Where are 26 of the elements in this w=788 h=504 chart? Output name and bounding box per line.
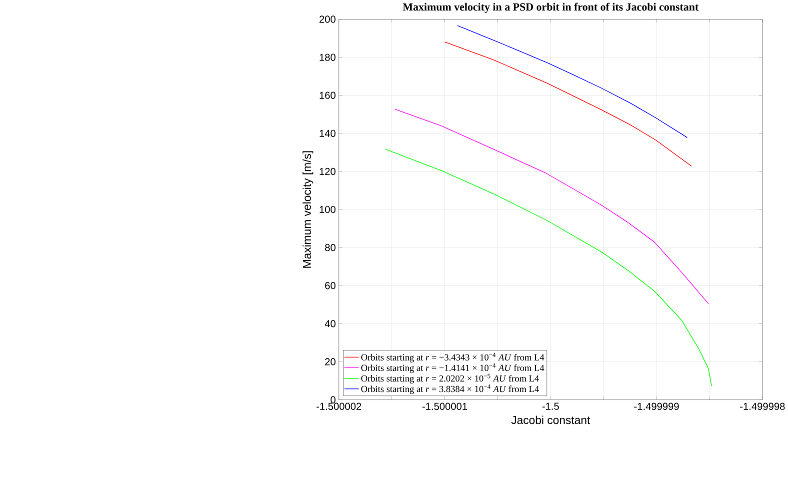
legend-label: Orbits starting at r = 2.0202 × 10$^{−5}$ AU from L4 [361, 374, 539, 384]
y-tick-label: 80 [325, 244, 336, 251]
x-tick-label: -1.500002 [316, 402, 362, 410]
x-tick-label: -1.5 [542, 402, 559, 410]
x-tick-label: -1.500001 [422, 402, 468, 410]
legend-label: Orbits starting at r = −1.4141 × 10$^{−4}$ AU from L4 [361, 363, 544, 373]
line-series [444, 41, 692, 166]
x-tick-label: -1.499999 [634, 402, 679, 410]
y-tick-label: 180 [320, 53, 336, 61]
line-series [394, 108, 709, 304]
line-series [457, 24, 688, 138]
y-tick-label: 100 [320, 206, 336, 213]
y-tick-label: 140 [320, 130, 336, 137]
legend-label: Orbits starting at r = 3.8384 × 10$^{−4}$ AU from L4 [361, 384, 539, 394]
y-tick-label: 0 [330, 396, 336, 404]
y-tick-label: 40 [324, 320, 336, 328]
y-tick-label: 120 [320, 168, 336, 175]
legend-label: Orbits starting at r = −3.4343 × 10$^{−4}$ AU from L4 [361, 352, 544, 362]
y-tick-label: 200 [320, 15, 336, 23]
y-tick-label: 60 [325, 282, 336, 289]
chart-title: Maximum velocity in a PSD orbit in front of its Jacobi constant [402, 2, 699, 13]
y-tick-label: 160 [320, 92, 336, 99]
y-axis-title: Maximum velocity [m/s] [302, 150, 314, 268]
x-tick-label: -1.499998 [740, 402, 785, 410]
y-tick-label: 20 [325, 358, 336, 366]
x-axis-title: Jacobi constant [511, 416, 590, 424]
